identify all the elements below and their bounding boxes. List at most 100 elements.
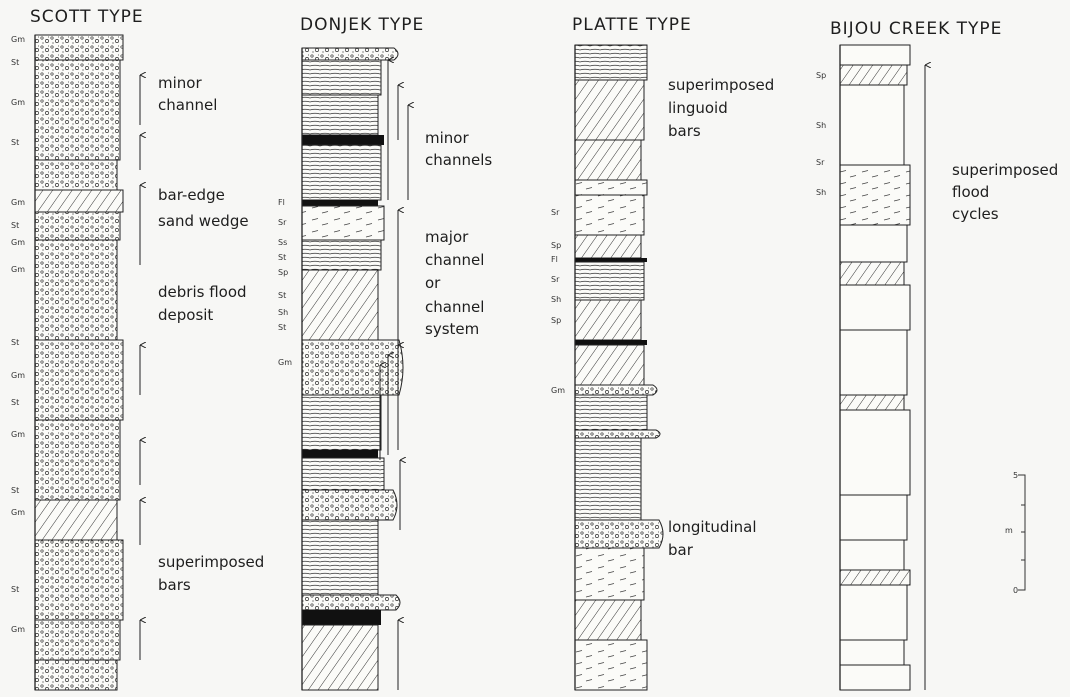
facies-code: Sr bbox=[816, 158, 825, 167]
bed bbox=[575, 195, 644, 235]
column-title: SCOTT TYPE bbox=[30, 7, 144, 27]
annotation-line: longitudinal bbox=[668, 518, 756, 536]
bed bbox=[302, 395, 381, 450]
facies-code: Gm bbox=[278, 358, 292, 367]
facies-code: Sr bbox=[278, 218, 287, 227]
bed bbox=[840, 540, 904, 570]
figure: SCOTT TYPE DONJEK TYPE PLATTE TYPE BIJOU… bbox=[0, 0, 1070, 697]
annotation-line: sand wedge bbox=[158, 212, 249, 230]
annotation-line: or bbox=[425, 274, 441, 292]
bed bbox=[840, 665, 910, 690]
bed bbox=[840, 330, 907, 395]
bed bbox=[575, 395, 647, 430]
facies-code: Gm bbox=[11, 265, 25, 274]
facies-code: Gm bbox=[11, 198, 25, 207]
bed bbox=[35, 540, 123, 620]
bed bbox=[575, 548, 644, 600]
facies-code: St bbox=[11, 58, 19, 67]
facies-code: Gm bbox=[11, 371, 25, 380]
strat-column bbox=[575, 45, 663, 690]
column-title: BIJOU CREEK TYPE bbox=[830, 19, 1002, 39]
bed bbox=[35, 212, 120, 240]
facies-code: St bbox=[11, 221, 19, 230]
bed bbox=[575, 262, 644, 300]
facies-code: St bbox=[278, 253, 286, 262]
scale-bar: 5 m 0 bbox=[1005, 471, 1025, 595]
annotation-line: bars bbox=[668, 122, 701, 140]
bed bbox=[302, 145, 381, 200]
facies-code: Sh bbox=[278, 308, 288, 317]
bed bbox=[35, 160, 117, 190]
annotation-line: cycles bbox=[952, 205, 999, 223]
bed bbox=[302, 595, 400, 610]
annotation-line: bar bbox=[668, 541, 694, 559]
bed bbox=[35, 660, 117, 690]
annotation-line: system bbox=[425, 320, 479, 338]
bed bbox=[302, 625, 378, 690]
bed bbox=[35, 340, 123, 420]
bed bbox=[575, 80, 644, 140]
facies-code: Ss bbox=[278, 238, 287, 247]
bed bbox=[302, 240, 381, 270]
column-title: DONJEK TYPE bbox=[300, 15, 424, 35]
bed bbox=[840, 45, 910, 65]
bed bbox=[302, 48, 398, 60]
annotation-line: bars bbox=[158, 576, 191, 594]
bed bbox=[840, 285, 910, 330]
annotation-line: channel bbox=[425, 298, 484, 316]
bed bbox=[575, 430, 660, 438]
mud-bed bbox=[302, 135, 384, 145]
annotation: superimposedlinguoidbars bbox=[668, 76, 774, 140]
annotation-line: channel bbox=[425, 251, 484, 269]
facies-code: Fl bbox=[278, 198, 285, 207]
bed bbox=[840, 225, 907, 262]
bed bbox=[840, 262, 904, 285]
facies-code: Gm bbox=[11, 98, 25, 107]
scale-line bbox=[1018, 475, 1025, 590]
bed bbox=[35, 620, 120, 660]
facies-code: Gm bbox=[11, 238, 25, 247]
bed bbox=[35, 35, 123, 60]
facies-code: Sp bbox=[816, 71, 826, 80]
bed bbox=[302, 458, 384, 490]
bed bbox=[35, 420, 120, 500]
annotation-line: linguoid bbox=[668, 99, 728, 117]
column-title: PLATTE TYPE bbox=[572, 15, 692, 35]
annotation-line: superimposed bbox=[952, 161, 1058, 179]
bed bbox=[575, 300, 641, 340]
strat-column bbox=[840, 45, 925, 690]
facies-code: Gm bbox=[11, 35, 25, 44]
facies-code: Fl bbox=[551, 255, 558, 264]
annotation-line: minor bbox=[158, 74, 202, 92]
bed bbox=[575, 438, 641, 520]
bed bbox=[302, 60, 381, 95]
strat-column bbox=[302, 48, 408, 690]
scale-label: 5 bbox=[1013, 471, 1018, 480]
facies-code: St bbox=[278, 323, 286, 332]
facies-code: St bbox=[11, 338, 19, 347]
annotation: longitudinal bar bbox=[668, 518, 756, 559]
facies-code: St bbox=[11, 398, 19, 407]
annotation-line: deposit bbox=[158, 306, 213, 324]
mud-bed bbox=[575, 258, 647, 262]
scale-label: 0 bbox=[1013, 586, 1018, 595]
facies-code: Gm bbox=[551, 386, 565, 395]
bed bbox=[302, 490, 397, 520]
bed bbox=[840, 410, 910, 495]
facies-code: Sh bbox=[816, 188, 826, 197]
mud-bed bbox=[575, 340, 647, 345]
bed bbox=[35, 500, 117, 540]
annotation: bar-edgesand wedge bbox=[158, 186, 249, 230]
bed bbox=[840, 65, 907, 85]
facies-code: Sp bbox=[278, 268, 288, 277]
bed bbox=[840, 165, 910, 225]
facies-code: Sh bbox=[551, 295, 561, 304]
bed bbox=[302, 520, 378, 595]
mud-bed bbox=[302, 610, 381, 625]
bed bbox=[575, 520, 663, 548]
bed bbox=[840, 85, 904, 165]
facies-code: St bbox=[11, 138, 19, 147]
annotation-line: flood bbox=[952, 183, 989, 201]
